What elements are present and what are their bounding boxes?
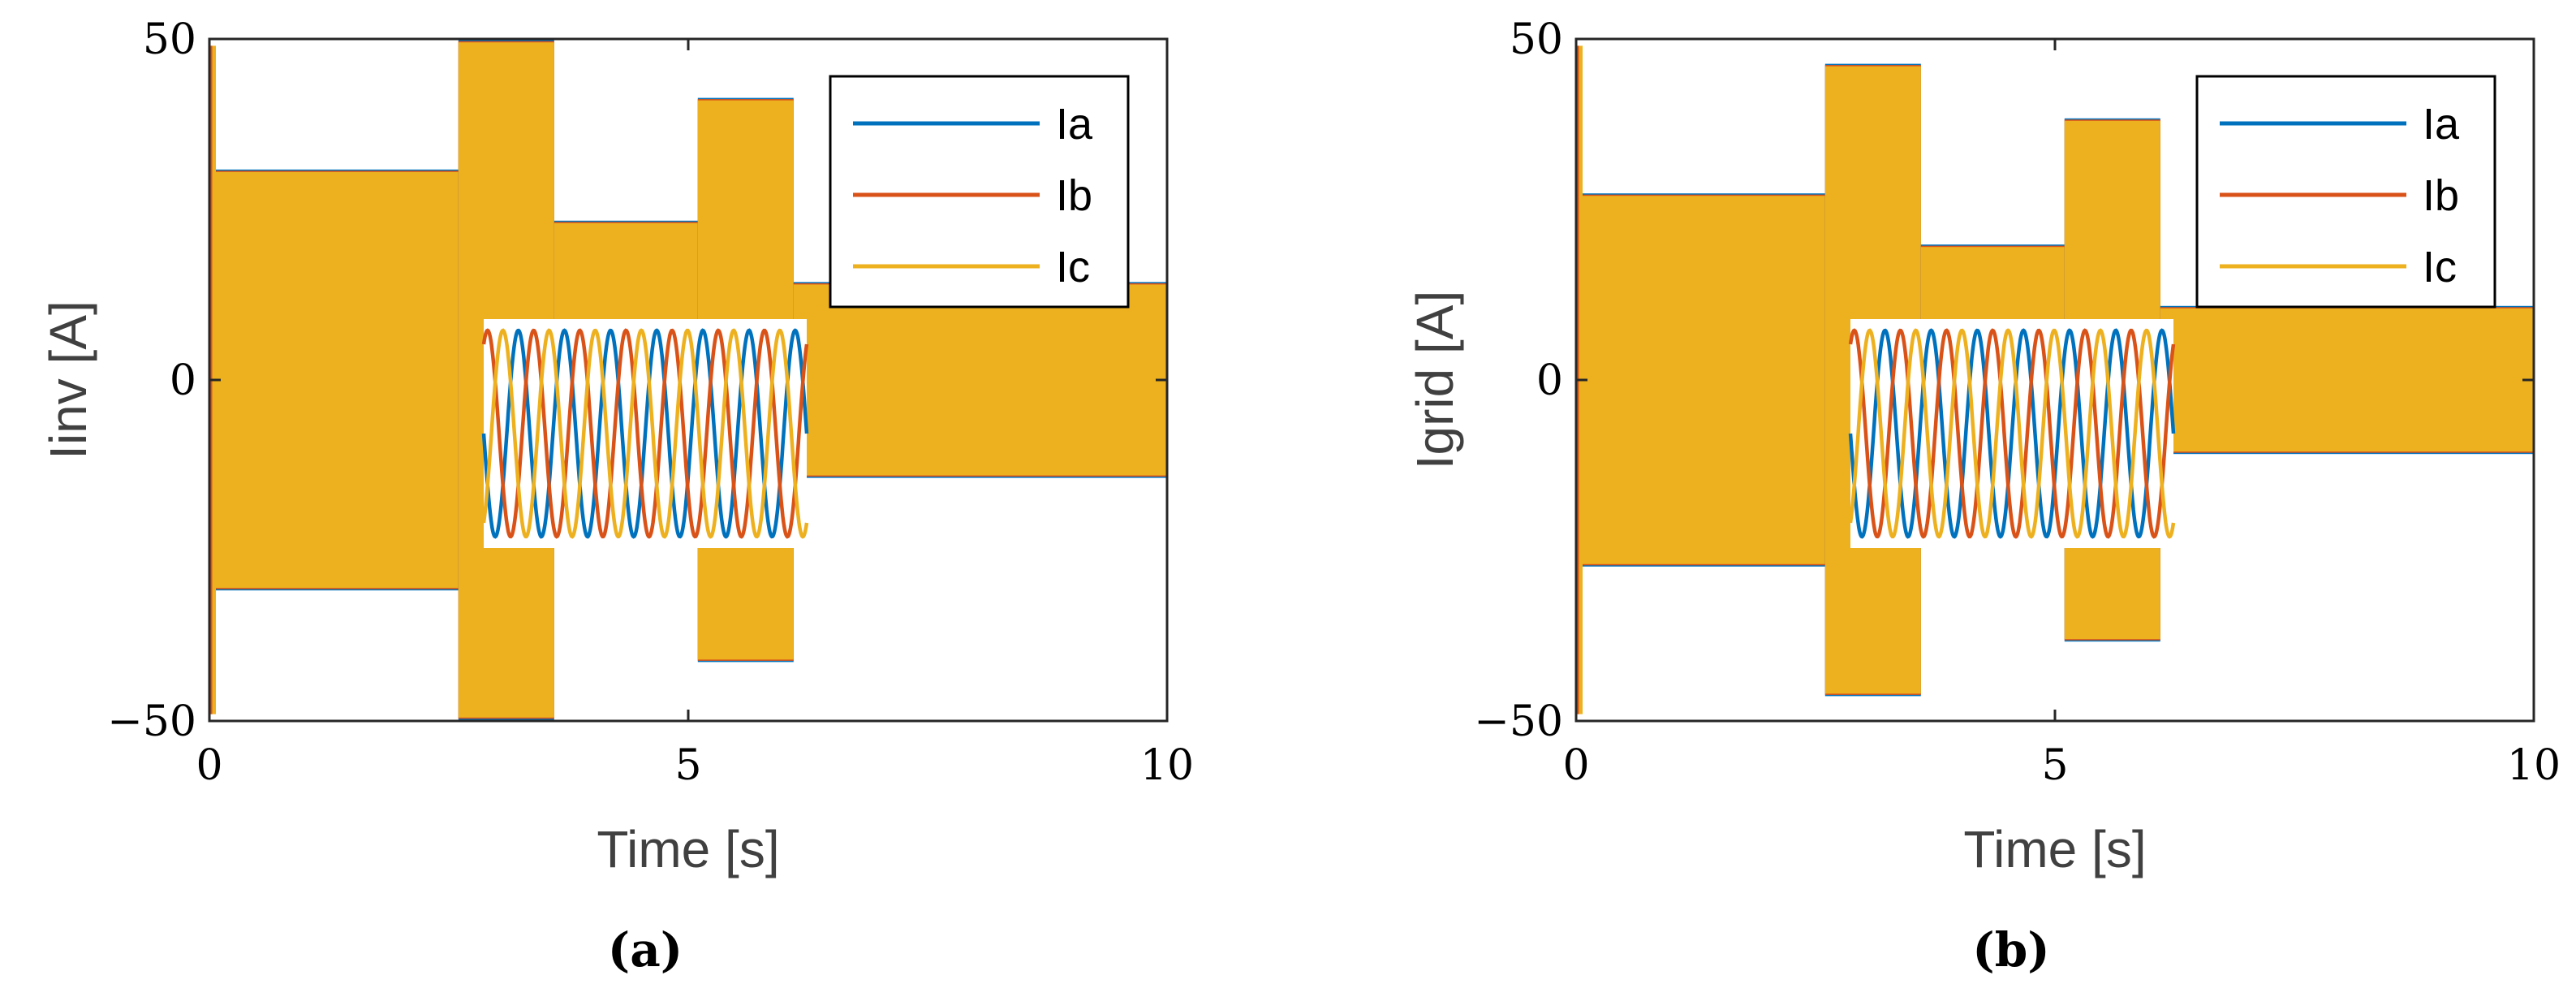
y-axis-label: Igrid [A] xyxy=(1406,291,1464,470)
panel-a-label: (a) xyxy=(608,922,683,978)
inset-line-ib xyxy=(481,328,809,539)
panel-b-label: (b) xyxy=(1972,922,2049,978)
legend-label-ic: Ic xyxy=(1056,243,1090,291)
legend-label-ib: Ib xyxy=(2423,171,2459,220)
inset xyxy=(481,319,809,548)
y-tick-label: 50 xyxy=(143,15,196,64)
series-ic-segment xyxy=(1576,196,1825,564)
legend: Ia Ib Ic xyxy=(829,75,1130,309)
legend-label-ia: Ia xyxy=(2423,100,2460,149)
y-tick-label: 0 xyxy=(170,356,196,405)
y-tick-label: 0 xyxy=(1536,356,1563,405)
x-tick-label: 0 xyxy=(1562,741,1589,790)
series-group xyxy=(1576,45,2534,714)
x-tick-label: 0 xyxy=(196,741,222,790)
inset-line-ia xyxy=(481,328,809,539)
y-tick-label: −50 xyxy=(1474,697,1563,746)
y-tick-label: 50 xyxy=(1510,15,1563,64)
x-tick-label: 5 xyxy=(2041,741,2068,790)
legend-box xyxy=(829,75,1130,309)
inset-line-ia xyxy=(1848,328,2176,539)
x-tick-label: 10 xyxy=(2507,741,2561,790)
series-ic-segment xyxy=(2160,308,2534,452)
legend-box xyxy=(2195,75,2496,309)
x-axis-label: Time [s] xyxy=(597,820,779,878)
x-tick-label: 5 xyxy=(674,741,701,790)
series-ic-segment xyxy=(209,171,459,589)
x-axis-label: Time [s] xyxy=(1963,820,2146,878)
legend-label-ia: Ia xyxy=(1056,100,1093,149)
inset xyxy=(1848,319,2176,548)
x-tick-label: 10 xyxy=(1140,741,1194,790)
inset-line-ic xyxy=(481,328,809,539)
inset-line-ic xyxy=(1848,328,2176,539)
legend-label-ib: Ib xyxy=(1056,171,1092,220)
y-axis-label: Iinv [A] xyxy=(39,300,97,460)
inset-line-ib xyxy=(1848,328,2176,539)
series-ic-segment xyxy=(793,284,1167,476)
legend: Ia Ib Ic xyxy=(2195,75,2496,309)
legend-label-ic: Ic xyxy=(2423,243,2457,291)
y-tick-label: −50 xyxy=(107,697,196,746)
